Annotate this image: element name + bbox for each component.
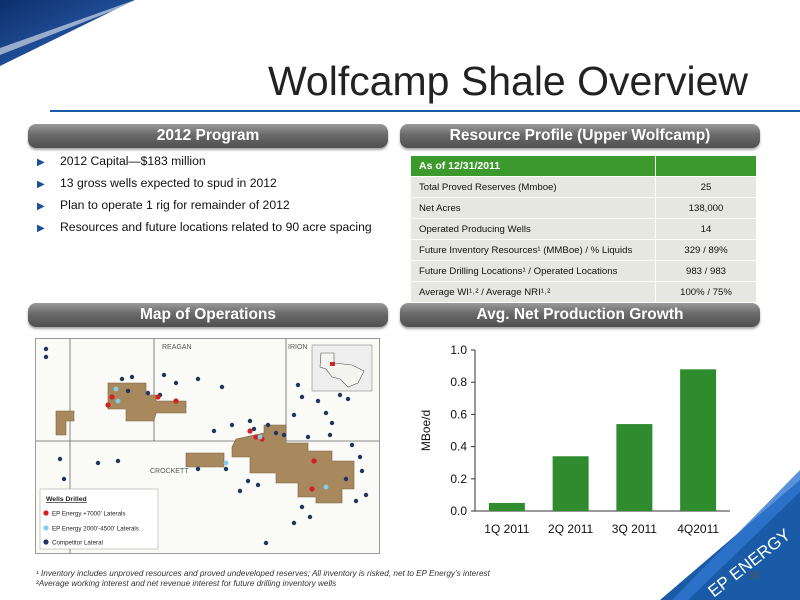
x-tick-label: 1Q 2011	[484, 522, 529, 536]
legend-swatch	[43, 525, 49, 531]
y-axis-label: MBoe/d	[419, 410, 433, 451]
x-tick-label: 4Q2011	[677, 522, 719, 536]
production-chart: 0.0 0.2 0.4 0.6 0.8 1.0 1Q 2011 2Q 2011 3Q 2011 4…	[419, 343, 730, 536]
footnote: ¹ Inventory includes unproved resources …	[36, 569, 490, 578]
row-value: 983 / 983	[655, 260, 757, 282]
row-label: Future Inventory Resources¹ (MMBoe) / % …	[410, 239, 656, 261]
map-canvas: REAGAN IRION CROCKETT	[36, 339, 379, 553]
ep-energy-logo: EP ENERGY	[660, 470, 800, 600]
row-label: Total Proved Reserves (Mmboe)	[410, 176, 656, 198]
bar	[680, 369, 717, 511]
resource-profile-table: As of 12/31/2011 Total Proved Reserves (…	[410, 155, 757, 303]
map-header: Map of Operations	[28, 303, 388, 327]
y-tick-label: 0.0	[450, 504, 467, 518]
table-row: Future Inventory Resources¹ (MMBoe) / % …	[410, 239, 757, 261]
table-header-row: As of 12/31/2011	[410, 155, 757, 177]
operations-map: REAGAN IRION CROCKETT	[35, 338, 380, 554]
legend-item: EP Energy 2000'-4500' Laterals	[52, 526, 139, 533]
footnotes: ¹ Inventory includes unproved resources …	[36, 569, 490, 589]
row-value: 25	[655, 176, 757, 198]
legend-title: Wells Drilled	[46, 496, 87, 503]
title-divider	[50, 110, 800, 112]
bullet-arrow-icon: ▶	[37, 157, 45, 168]
row-value: 14	[655, 218, 757, 240]
bullet-arrow-icon: ▶	[37, 179, 45, 190]
competitor-wells	[41, 346, 369, 546]
county-label-irion: IRION	[288, 344, 307, 351]
row-value: 138,000	[655, 197, 757, 219]
bullet-item: ▶ Plan to operate 1 rig for remainder of …	[37, 198, 290, 212]
corner-decoration	[0, 0, 140, 66]
y-tick-label: 0.2	[450, 472, 467, 486]
legend-swatch	[43, 539, 49, 545]
acreage-area	[55, 382, 355, 504]
y-tick-label: 0.4	[450, 440, 467, 454]
ep-long-lateral-wells	[105, 394, 317, 492]
table-row: Average WI¹˒² / Average NRI¹˒² 100% / 75%	[410, 281, 757, 303]
row-label: Net Acres	[410, 197, 656, 219]
legend-item: EP Energy +7000' Laterals	[52, 511, 125, 518]
resource-profile-header: Resource Profile (Upper Wolfcamp)	[400, 124, 760, 148]
y-tick-label: 0.6	[450, 407, 467, 421]
bullet-arrow-icon: ▶	[37, 201, 45, 212]
row-value: 100% / 75%	[655, 281, 757, 303]
program-bullets: ▶ 2012 Capital—$183 million ▶ 13 gross wel…	[37, 154, 377, 242]
bar	[552, 456, 589, 511]
bullet-item: ▶ Resources and future locations related …	[37, 220, 372, 234]
legend-swatch	[43, 510, 49, 516]
x-tick-label: 2Q 2011	[548, 522, 593, 536]
row-label: Average WI¹˒² / Average NRI¹˒²	[410, 281, 656, 303]
page-number: 35	[747, 570, 760, 582]
row-label: Future Drilling Locations¹ / Operated Lo…	[410, 260, 656, 282]
table-header-cell	[655, 155, 757, 177]
table-row: Operated Producing Wells 14	[410, 218, 757, 240]
row-label: Operated Producing Wells	[410, 218, 656, 240]
county-label-reagan: REAGAN	[162, 344, 192, 351]
bullet-item: ▶ 13 gross wells expected to spud in 2012	[37, 176, 277, 190]
table-row: Net Acres 138,000	[410, 197, 757, 219]
bullet-arrow-icon: ▶	[37, 223, 45, 234]
bullet-item: ▶ 2012 Capital—$183 million	[37, 154, 206, 168]
production-header: Avg. Net Production Growth	[400, 303, 760, 327]
x-tick-label: 3Q 2011	[612, 522, 657, 536]
bar	[616, 424, 653, 511]
texas-inset	[311, 344, 373, 392]
table-row: Total Proved Reserves (Mmboe) 25	[410, 176, 757, 198]
map-legend: Wells Drilled EP Energy +7000' Laterals …	[39, 488, 159, 550]
county-label-crockett: CROCKETT	[150, 468, 189, 475]
program-header: 2012 Program	[28, 124, 388, 148]
legend-item: Competitor Lateral	[52, 540, 103, 547]
slide-title: Wolfcamp Shale Overview	[267, 58, 748, 104]
y-tick-label: 0.8	[450, 375, 467, 389]
table-header-cell: As of 12/31/2011	[410, 155, 656, 177]
row-value: 329 / 89%	[655, 239, 757, 261]
y-tick-label: 1.0	[450, 343, 467, 357]
ep-short-lateral-wells	[113, 386, 329, 490]
table-row: Future Drilling Locations¹ / Operated Lo…	[410, 260, 757, 282]
footnote: ²Average working interest and net revenu…	[36, 579, 337, 588]
bar	[488, 502, 525, 511]
